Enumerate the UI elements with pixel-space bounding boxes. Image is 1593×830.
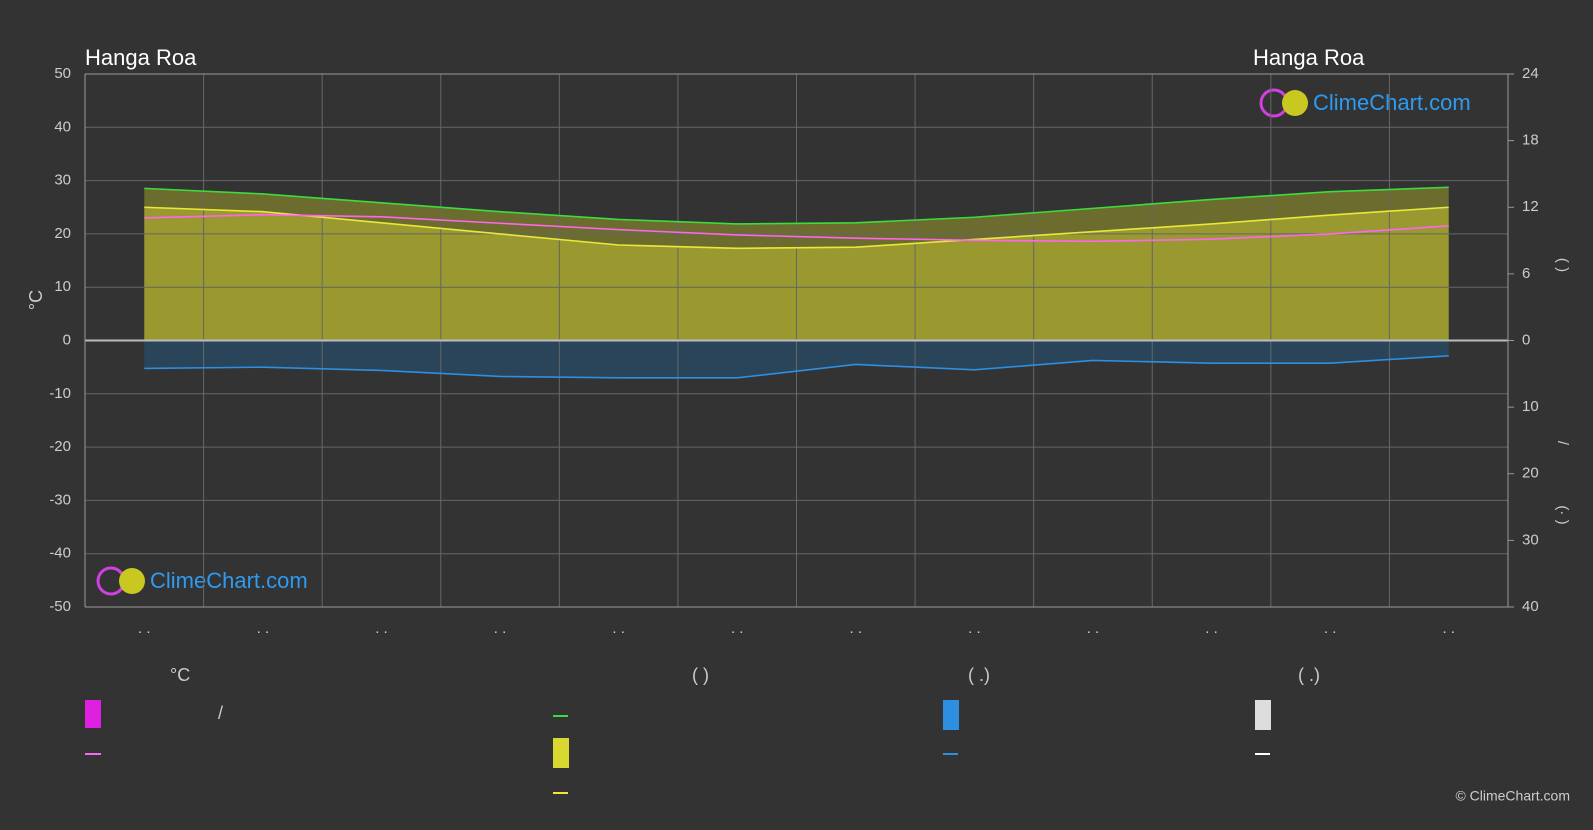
x-tick-label: . . bbox=[375, 620, 388, 637]
y2-tick-label: 12 bbox=[1522, 198, 1539, 215]
x-tick-label: . . bbox=[850, 620, 863, 637]
legend-swatch bbox=[85, 700, 101, 728]
legend-swatch bbox=[1255, 700, 1271, 730]
x-tick-label: . . bbox=[1442, 620, 1455, 637]
watermark: ClimeChart.com bbox=[150, 568, 308, 593]
y-tick-label: 20 bbox=[54, 225, 71, 242]
logo bbox=[96, 566, 145, 596]
y2-tick-label: 10 bbox=[1522, 398, 1539, 415]
series-line bbox=[144, 206, 1449, 250]
y2-label: (· ) bbox=[1554, 505, 1571, 524]
y2-tick-label: 0 bbox=[1522, 331, 1530, 348]
title-left: Hanga Roa bbox=[85, 45, 197, 70]
y-tick-label: -20 bbox=[49, 438, 71, 455]
y2-label: / bbox=[1554, 441, 1571, 446]
y2-tick-label: 6 bbox=[1522, 265, 1530, 282]
y2-label: ( ) bbox=[1554, 258, 1571, 272]
x-tick-label: . . bbox=[1324, 620, 1337, 637]
x-tick-label: . . bbox=[1087, 620, 1100, 637]
y2-tick-label: 24 bbox=[1522, 65, 1539, 82]
y-tick-label: 50 bbox=[54, 65, 71, 82]
x-tick-label: . . bbox=[138, 620, 151, 637]
x-tick-label: . . bbox=[494, 620, 507, 637]
y2-tick-label: 30 bbox=[1522, 531, 1539, 548]
y2-tick-label: 40 bbox=[1522, 598, 1539, 615]
y-tick-label: 30 bbox=[54, 172, 71, 189]
y-tick-label: -30 bbox=[49, 491, 71, 508]
y-tick-label: 10 bbox=[54, 278, 71, 295]
y-tick-label: 40 bbox=[54, 118, 71, 135]
y-tick-label: -50 bbox=[49, 598, 71, 615]
x-tick-label: . . bbox=[1205, 620, 1218, 637]
legend-swatch bbox=[943, 700, 959, 730]
x-tick-label: . . bbox=[612, 620, 625, 637]
legend-swatch bbox=[553, 738, 569, 768]
y2-tick-label: 18 bbox=[1522, 132, 1539, 149]
legend-header: °C bbox=[170, 665, 190, 685]
series-line bbox=[144, 355, 1449, 379]
x-tick-label: . . bbox=[731, 620, 744, 637]
y-label: °C bbox=[26, 290, 46, 310]
legend-header: ( .) bbox=[1298, 665, 1320, 685]
copyright: © ClimeChart.com bbox=[1455, 788, 1570, 804]
legend-item: / bbox=[218, 703, 223, 723]
series-line bbox=[144, 213, 1449, 243]
y2-tick-label: 20 bbox=[1522, 465, 1539, 482]
x-tick-label: . . bbox=[968, 620, 981, 637]
legend-header: ( ) bbox=[692, 665, 709, 685]
legend-header: ( .) bbox=[968, 665, 990, 685]
y-tick-label: -10 bbox=[49, 385, 71, 402]
title-right: Hanga Roa bbox=[1253, 45, 1365, 70]
x-tick-label: . . bbox=[257, 620, 270, 637]
logo bbox=[1259, 88, 1308, 118]
y-tick-label: -40 bbox=[49, 545, 71, 562]
watermark: ClimeChart.com bbox=[1313, 90, 1471, 115]
series-line bbox=[144, 186, 1449, 225]
y-tick-label: 0 bbox=[63, 331, 71, 348]
